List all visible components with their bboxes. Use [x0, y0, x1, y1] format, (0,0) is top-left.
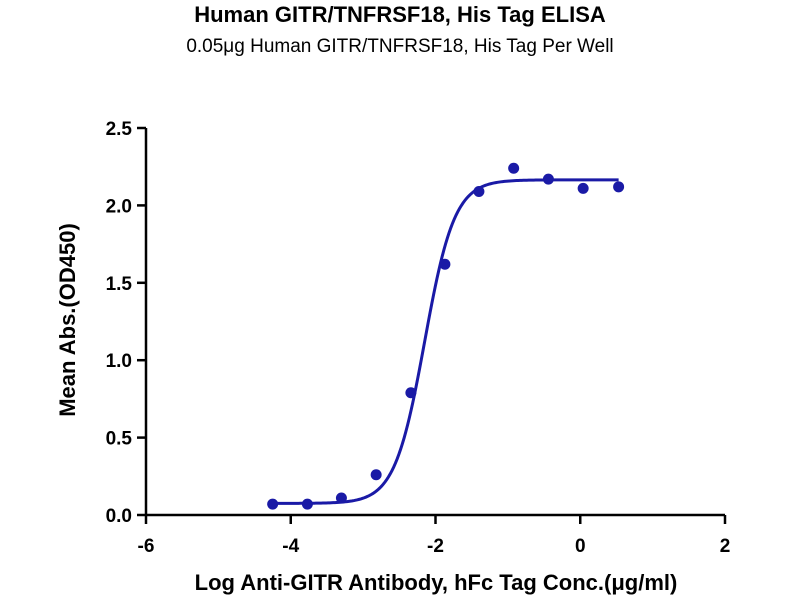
- y-tick-label: 2.0: [106, 196, 132, 217]
- data-point: [613, 181, 625, 193]
- data-point: [577, 182, 589, 194]
- data-point: [542, 173, 554, 185]
- data-point: [370, 469, 382, 481]
- data-point: [473, 185, 485, 197]
- y-tick-label: 0.5: [106, 429, 133, 450]
- chart-title: Human GITR/TNFRSF18, His Tag ELISA: [194, 2, 606, 27]
- data-points-layer: [267, 162, 625, 510]
- chart-subtitle: 0.05μg Human GITR/TNFRSF18, His Tag Per …: [186, 36, 614, 57]
- x-tick-label: 0: [575, 536, 586, 557]
- x-axis-label: Log Anti-GITR Antibody, hFc Tag Conc.(μg…: [195, 570, 678, 595]
- y-axis-label: Mean Abs.(OD450): [55, 223, 80, 417]
- axes: -6 -4 -2 0 2 0.0 0.5 1.0 1.5 2.0 2.5: [106, 119, 731, 557]
- y-tick-label: 1.5: [106, 274, 133, 295]
- y-tick-label: 2.5: [106, 119, 133, 140]
- fit-curve-layer: [272, 178, 619, 505]
- x-tick-label: -6: [138, 536, 155, 557]
- data-point: [267, 498, 279, 510]
- data-point: [405, 387, 417, 399]
- x-tick-label: -2: [427, 536, 444, 557]
- data-point: [335, 492, 347, 504]
- y-tick-label: 0.0: [106, 506, 132, 527]
- x-tick-label: 2: [720, 536, 731, 557]
- y-tick-label: 1.0: [106, 351, 132, 372]
- data-point: [508, 162, 520, 174]
- data-point: [301, 498, 313, 510]
- x-tick-label: -4: [282, 536, 299, 557]
- data-point: [439, 258, 451, 270]
- fit-curve: [272, 178, 619, 505]
